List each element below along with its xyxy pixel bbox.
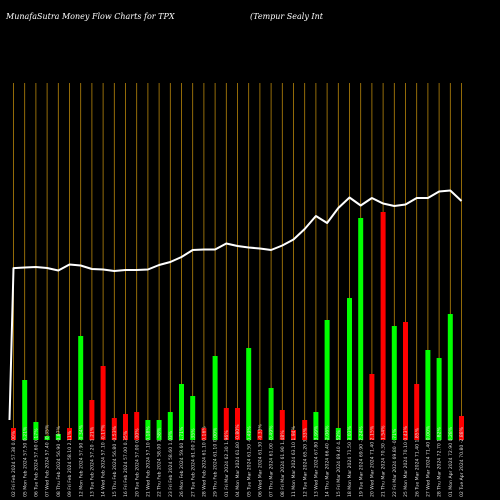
volume-bar: [268, 388, 274, 440]
x-tick-label: 11 Mon Mar 2024 63.10 1.94%: [291, 425, 297, 497]
volume-bar: [369, 374, 375, 440]
x-tick-label: 15 Fri Mar 2024 69.40 4.52%: [336, 430, 342, 497]
volume-bar: [403, 322, 408, 440]
volume-bar: [201, 428, 207, 440]
x-tick-label: 13 Tue Feb 2024 57.20 -1.21%: [90, 426, 96, 497]
volume-bar: [145, 420, 151, 440]
volume-bar: [291, 430, 296, 440]
volume-bar: [414, 384, 420, 440]
x-tick-label: 22 Thu Feb 2024 58.00 1.58%: [157, 427, 163, 497]
volume-bar: [167, 412, 173, 440]
x-axis-labels: 02 Fri Feb 2024 57.38 0.00% 05 Mon Feb 20…: [11, 423, 465, 497]
x-tick-label: 01 Fri Mar 2024 62.30 1.96%: [224, 430, 230, 497]
x-tick-label: 25 Mon Mar 2024 70.10 0.43%: [403, 425, 409, 497]
x-tick-label: 13 Wed Mar 2024 67.80 3.99%: [314, 425, 320, 497]
company-name: (Tempur Sealy Int: [250, 12, 323, 21]
volume-bar: [335, 428, 341, 440]
x-tick-label: 04 Mon Mar 2024 61.80 -0.80%: [235, 424, 241, 497]
volume-bar: [67, 428, 72, 440]
volume-bar: [425, 350, 431, 440]
x-tick-label: 21 Thu Mar 2024 70.30 -1.54%: [381, 425, 387, 497]
x-tick-label: 21 Wed Feb 2024 57.10 0.18%: [146, 426, 152, 497]
volume-bar: [279, 410, 285, 440]
volume-bar: [212, 356, 218, 440]
volume-bars: [11, 212, 464, 440]
volume-bar: [447, 314, 453, 440]
volume-bar: [358, 218, 364, 440]
volume-bar: [100, 366, 106, 440]
x-tick-label: 28 Thu Mar 2024 72.70 1.82%: [437, 426, 443, 497]
volume-bar: [347, 298, 352, 440]
x-tick-label: 29 Thu Feb 2024 61.10 0.00%: [213, 427, 219, 497]
x-tick-label: 06 Tue Feb 2024 57.60 0.17%: [34, 428, 40, 497]
volume-bar: [235, 408, 240, 440]
volume-bar: [134, 412, 140, 440]
volume-bar: [459, 416, 464, 440]
volume-bar: [257, 430, 263, 440]
price-line-path: [8, 189, 463, 421]
chart-title: MunafaSutra Money Flow Charts for TPX: [6, 12, 175, 21]
volume-bar: [11, 428, 16, 440]
x-tick-label: 07 Thu Mar 2024 61.00 -0.49%: [269, 425, 275, 497]
volume-bar: [89, 400, 95, 440]
volume-bar: [22, 380, 28, 440]
x-tick-label: 27 Tue Feb 2024 61.00 2.35%: [190, 428, 196, 497]
volume-bar: [380, 212, 386, 440]
x-tick-label: 05 Tue Mar 2024 61.50 -0.49%: [246, 426, 252, 497]
volume-bar: [302, 420, 308, 440]
x-tick-label: 09 Fri Feb 2024 58.10 2.11%: [67, 430, 73, 497]
volume-bar: [313, 412, 319, 440]
x-tick-label: 23 Fri Feb 2024 58.60 1.03%: [168, 430, 174, 497]
x-tick-label: 01 Mon Apr 2024 72.90 0.28%: [448, 426, 454, 497]
volume-bar: [436, 358, 442, 440]
volume-bar: [111, 418, 117, 440]
volume-bar: [179, 384, 184, 440]
x-tick-label: 19 Tue Mar 2024 69.90 -2.24%: [358, 426, 364, 497]
volume-bar: [78, 336, 84, 440]
x-tick-label: 20 Tue Feb 2024 57.00 0.00%: [134, 428, 140, 497]
x-tick-label: 12 Mon Feb 2024 57.90 -0.34%: [78, 424, 84, 497]
x-tick-label: 18 Mon Mar 2024 71.50 3.03%: [347, 425, 353, 497]
price-line: [8, 189, 463, 421]
x-tick-label: 28 Wed Feb 2024 61.10 0.16%: [202, 426, 208, 497]
x-tick-label: 06 Wed Mar 2024 61.30 -0.33%: [258, 423, 264, 497]
x-tick-label: 26 Tue Mar 2024 71.40 1.85%: [414, 427, 420, 497]
x-tick-label: 22 Fri Mar 2024 69.80 -0.71%: [392, 428, 398, 497]
x-tick-label: 14 Wed Feb 2024 57.10 -0.17%: [101, 424, 107, 497]
volume-bar: [246, 348, 252, 440]
volume-bar: [324, 320, 330, 440]
x-tick-label: 16 Fri Feb 2024 57.00 0.35%: [123, 430, 129, 497]
grid-lines: [13, 83, 462, 440]
volume-bar: [44, 436, 50, 440]
x-tick-label: 05 Mon Feb 2024 57.50 0.21%: [22, 426, 28, 497]
volume-bar: [391, 326, 397, 440]
x-tick-label: 02 Fri Feb 2024 57.38 0.00%: [11, 430, 17, 497]
volume-bar: [55, 434, 61, 440]
volume-bar: [223, 408, 229, 440]
x-tick-label: 07 Wed Feb 2024 57.40 -0.35%: [45, 424, 51, 497]
x-tick-label: 14 Thu Mar 2024 66.40 -2.06%: [325, 425, 331, 497]
volume-bar: [156, 420, 162, 440]
volume-bar: [33, 422, 39, 440]
x-tick-label: 02 Tue Apr 2024 70.80 -2.88%: [459, 426, 465, 497]
x-tick-label: 27 Wed Mar 2024 71.40 0.00%: [426, 425, 432, 497]
x-tick-label: 20 Wed Mar 2024 71.40 2.15%: [370, 425, 376, 497]
x-tick-label: 12 Tue Mar 2024 65.20 3.33%: [302, 427, 308, 497]
x-tick-label: 26 Mon Feb 2024 59.60 1.71%: [179, 426, 185, 497]
x-tick-label: 08 Fri Mar 2024 61.90 1.48%: [280, 430, 286, 497]
x-tick-label: 08 Thu Feb 2024 56.90 -0.87%: [56, 425, 62, 497]
x-tick-label: 15 Thu Feb 2024 56.80 -0.53%: [112, 425, 118, 497]
volume-bar: [123, 414, 128, 440]
volume-bar: [190, 396, 196, 440]
